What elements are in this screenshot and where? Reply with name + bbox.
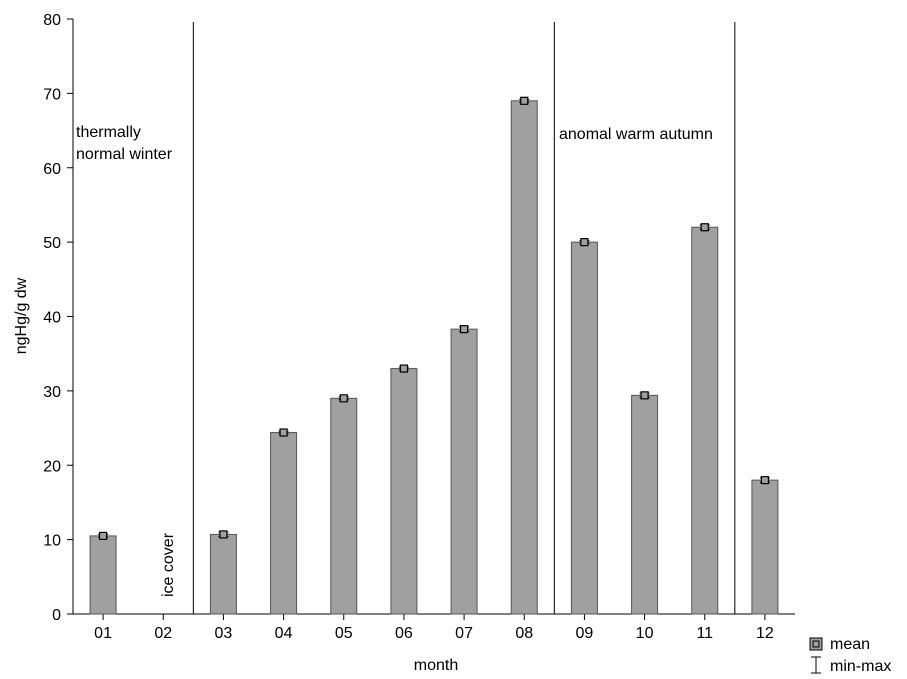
bar-09 bbox=[570, 241, 598, 615]
mean-marker bbox=[459, 325, 469, 334]
x-tick-label: 06 bbox=[395, 625, 413, 642]
mean-marker bbox=[399, 364, 409, 373]
mean-marker bbox=[98, 531, 108, 541]
x-tick-label: 02 bbox=[154, 625, 172, 642]
mean-marker bbox=[219, 530, 228, 539]
annotation-autumn: anomal warm autumn bbox=[559, 126, 713, 143]
x-ticks: 01 02 03 04 05 06 07 08 09 10 11 12 bbox=[94, 614, 774, 642]
bars bbox=[89, 96, 779, 615]
x-tick-label: 04 bbox=[275, 625, 293, 642]
mean-marker bbox=[640, 391, 649, 400]
y-tick-label: 70 bbox=[43, 86, 61, 103]
bar-03 bbox=[209, 533, 237, 615]
legend-mean-marker bbox=[812, 640, 820, 648]
x-tick-label: 05 bbox=[335, 625, 353, 642]
bar-07 bbox=[450, 328, 478, 615]
mean-marker bbox=[760, 476, 770, 485]
x-tick-label: 01 bbox=[94, 625, 112, 642]
bar-08 bbox=[510, 100, 538, 615]
y-tick-label: 80 bbox=[43, 12, 61, 29]
bar-10 bbox=[631, 394, 659, 615]
mean-marker bbox=[339, 394, 348, 403]
mean-marker bbox=[580, 238, 589, 247]
x-tick-label: 07 bbox=[455, 625, 473, 642]
y-tick-label: 40 bbox=[43, 310, 61, 327]
bar-01 bbox=[89, 535, 117, 615]
y-tick-label: 50 bbox=[43, 235, 61, 252]
mean-marker bbox=[700, 223, 709, 232]
bar-12 bbox=[751, 479, 779, 615]
y-tick-label: 30 bbox=[43, 384, 61, 401]
legend-mean-label: mean bbox=[830, 636, 870, 653]
y-ticks: 0 10 20 30 40 50 60 70 80 bbox=[43, 12, 73, 624]
x-tick-label: 11 bbox=[696, 625, 713, 642]
bar-05 bbox=[330, 397, 358, 615]
y-tick-label: 20 bbox=[43, 458, 61, 475]
y-axis-label: ngHg/g dw bbox=[13, 277, 30, 354]
bar-06 bbox=[390, 368, 418, 615]
legend-minmax-label: min-max bbox=[830, 658, 891, 675]
annotation-winter-line2: normal winter bbox=[76, 146, 173, 163]
y-tick-label: 0 bbox=[52, 607, 61, 624]
annotation-ice-cover: ice cover bbox=[160, 532, 177, 597]
y-tick-label: 10 bbox=[43, 533, 61, 550]
bar-11 bbox=[691, 226, 719, 615]
x-tick-label: 10 bbox=[636, 625, 654, 642]
mean-marker bbox=[520, 96, 529, 105]
annotation-winter-line1: thermally bbox=[76, 124, 141, 141]
legend: mean min-max bbox=[809, 636, 891, 675]
x-tick-label: 12 bbox=[756, 625, 774, 642]
x-tick-label: 03 bbox=[215, 625, 233, 642]
period-dividers bbox=[192, 22, 736, 614]
x-tick-label: 09 bbox=[576, 625, 594, 642]
x-axis-label: month bbox=[414, 657, 458, 674]
y-tick-label: 60 bbox=[43, 161, 61, 178]
x-tick-label: 08 bbox=[515, 625, 533, 642]
mean-marker bbox=[279, 428, 288, 437]
bar-04 bbox=[270, 432, 298, 615]
